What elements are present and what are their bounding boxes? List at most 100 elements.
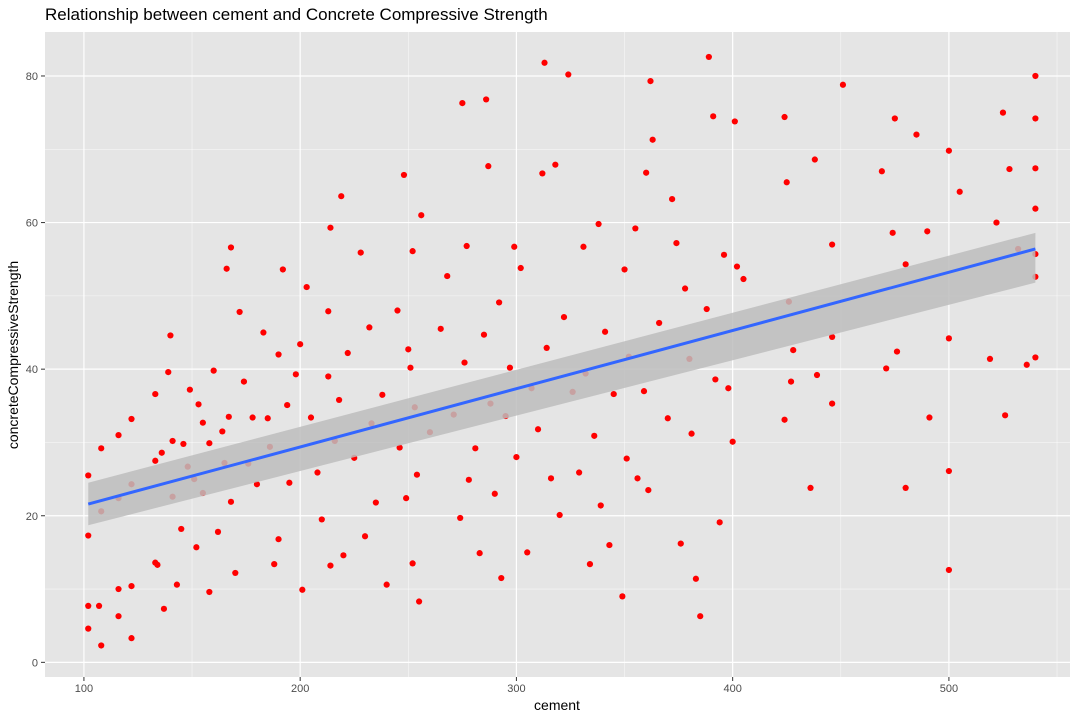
data-point [783,179,790,186]
data-point [506,364,514,371]
data-point [152,390,159,398]
data-point [249,414,256,421]
data-point [206,588,213,596]
data-point [623,455,630,462]
data-point [437,325,444,332]
data-point [338,193,345,200]
data-point [669,196,676,203]
data-point [729,438,736,445]
data-point [307,414,315,421]
data-point [692,575,699,582]
data-point [740,275,747,283]
data-point [552,161,559,168]
data-point [787,378,795,385]
data-point [1023,361,1030,368]
data-point [681,285,689,292]
data-point [223,265,230,272]
data-point [409,560,416,567]
plot-panel [45,32,1070,677]
data-point [790,347,797,354]
data-point [95,602,103,610]
data-point [357,249,364,256]
data-point [344,349,351,357]
data-point [463,242,470,250]
data-point [260,329,267,336]
data-point [413,471,421,478]
data-point [1002,412,1009,419]
data-point [394,307,401,314]
data-point [279,266,286,273]
data-point [893,348,901,355]
data-point [595,220,602,228]
data-point [902,484,909,491]
x-tick-label: 400 [723,683,741,695]
data-point [891,115,898,122]
trend-group [87,232,1036,526]
data-point [621,266,628,273]
data-point [444,272,451,280]
data-point [271,561,278,568]
x-tick-label: 100 [75,683,93,695]
data-point [85,532,92,539]
y-tick-label: 0 [32,657,38,669]
data-point [591,432,598,439]
data-point [496,299,503,306]
data-point [158,449,165,456]
data-point [372,499,379,506]
data-point [580,243,587,250]
minor-grid [45,32,1070,677]
data-point [606,541,613,549]
data-point [98,642,105,649]
x-axis-title: cement [534,697,580,713]
data-point [534,426,542,433]
data-point [839,81,847,88]
data-point [541,59,548,66]
data-point [85,625,92,632]
data-point [167,332,174,339]
data-point [297,341,304,348]
data-point [472,445,479,452]
data-point [524,549,531,556]
data-point [318,516,325,523]
data-point [829,241,836,248]
chart-title: Relationship between cement and Concrete… [45,5,548,24]
data-point [292,371,299,378]
data-point [340,552,347,559]
data-point [169,437,176,445]
data-point [781,416,788,423]
data-point [634,475,641,482]
data-point [173,581,181,588]
x-tick-label: 300 [507,683,525,695]
data-point [115,585,122,593]
data-point [645,486,652,494]
data-point [476,550,483,557]
data-point [165,368,172,376]
data-point [361,533,369,540]
data-point [513,454,520,461]
data-point [986,355,994,362]
data-point [286,479,293,486]
data-point [325,308,332,315]
confidence-band [88,232,1036,526]
data-point [924,228,931,235]
data-point [664,415,671,422]
data-point [483,96,490,103]
data-point [160,605,168,612]
data-point [945,467,953,475]
data-point [945,147,953,154]
data-point [115,613,122,620]
data-point [1032,72,1039,80]
data-point [418,212,425,219]
data-point [511,243,518,250]
data-point [152,457,159,464]
data-point [128,635,135,642]
data-point [697,613,704,620]
data-point [547,475,555,482]
data-point [720,251,728,258]
data-point [186,386,193,393]
data-point [379,391,386,398]
data-point [688,430,695,437]
data-point [206,440,213,447]
data-point [225,413,232,420]
data-point [253,481,261,488]
